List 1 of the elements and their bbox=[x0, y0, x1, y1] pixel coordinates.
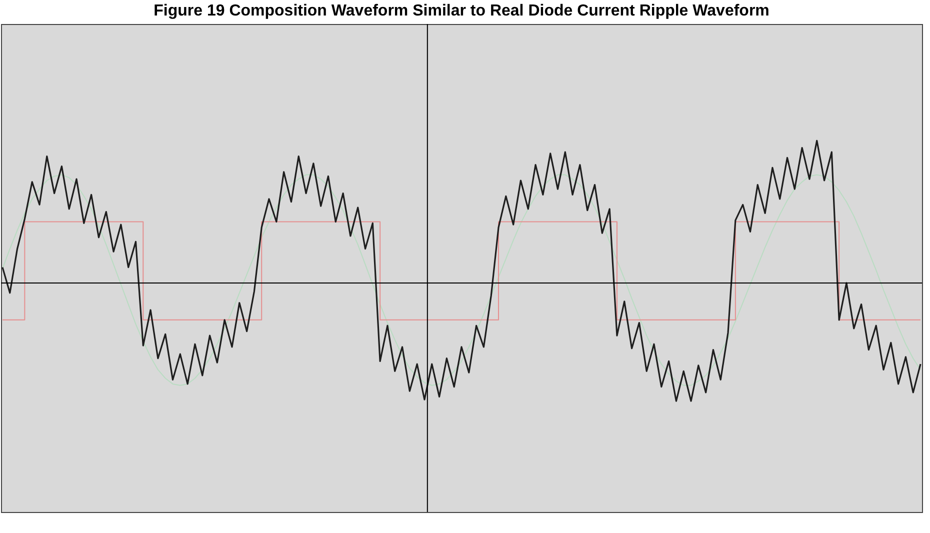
chart-title: Figure 19 Composition Waveform Similar to Real Diode Current Ripple Waveform bbox=[154, 2, 770, 20]
